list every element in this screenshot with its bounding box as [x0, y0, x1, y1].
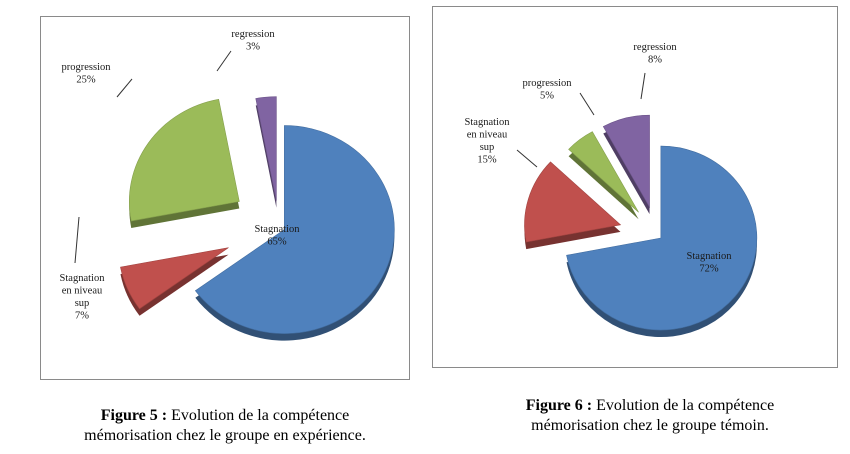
pie-chart-figure-5: Stagnation 65% Stagnation en niveau sup 7% pro…	[60, 29, 395, 341]
chart-panel-figure-6: Stagnation 72% Stagnation en niveau sup 15% pr…	[432, 6, 838, 368]
slice-regression	[255, 96, 277, 201]
data-label-stagnation: Stagnation 65%	[255, 224, 301, 248]
figure-6-caption-text-2: mémorisation chez le groupe témoin.	[531, 417, 769, 434]
data-label-line: progression	[62, 62, 112, 73]
leader-line-stagnation-en-niveau-sup	[74, 216, 80, 264]
data-label-line: 7%	[75, 311, 89, 322]
data-label-line: 25%	[76, 75, 96, 86]
data-label-line: regression	[633, 42, 677, 53]
data-label-progression: progression 25%	[62, 62, 112, 86]
pie-top-layer	[524, 114, 758, 331]
data-label-stagnation: Stagnation 72%	[687, 251, 733, 275]
figure-5-caption-text: Evolution de la compétence	[171, 407, 350, 424]
data-label-line: Stagnation	[465, 117, 511, 128]
leader-line-progression	[116, 78, 133, 98]
figure-6-caption-text: Evolution de la compétence	[596, 397, 775, 414]
data-label-line: sup	[480, 142, 495, 153]
leader-line-regression	[640, 72, 646, 100]
leader-line-regression	[216, 50, 232, 72]
data-labels: Stagnation 72% Stagnation en niveau sup 15% pr…	[465, 42, 733, 275]
data-label-line: Stagnation	[255, 224, 301, 235]
slice-regression	[602, 114, 650, 209]
data-label-line: en niveau	[62, 286, 103, 297]
data-label-line: 65%	[267, 237, 287, 248]
slice-stagnation	[194, 125, 395, 334]
data-label-line: 3%	[246, 42, 260, 53]
data-label-regression: regression 8%	[633, 42, 677, 66]
data-label-progression: progression 5%	[523, 78, 573, 102]
slice-stagnation-en-niveau-sup	[120, 247, 229, 310]
data-label-line: sup	[75, 298, 90, 309]
pie-top-layer	[120, 96, 395, 334]
data-label-regression: regression 3%	[231, 29, 275, 53]
figure-6-caption: Figure 6 : Evolution de la compétence mé…	[460, 396, 840, 436]
figure-5-caption: Figure 5 : Evolution de la compétence mé…	[40, 406, 410, 446]
leader-lines	[516, 72, 646, 168]
slice-progression	[568, 131, 639, 213]
slice-stagnation	[566, 145, 758, 331]
data-label-line: Stagnation	[687, 251, 733, 262]
figure-5-caption-text-2: mémorisation chez le groupe en expérienc…	[84, 427, 366, 444]
data-label-stagnation-en-niveau-sup: Stagnation en niveau sup 7%	[60, 273, 106, 322]
figure-5-caption-label: Figure 5 :	[100, 407, 168, 424]
data-label-line: 5%	[540, 91, 554, 102]
figure-6-caption-label: Figure 6 :	[525, 397, 593, 414]
data-label-line: 72%	[699, 264, 719, 275]
data-label-line: regression	[231, 29, 275, 40]
data-label-line: 8%	[648, 55, 662, 66]
data-label-line: progression	[523, 78, 573, 89]
data-label-line: en niveau	[467, 130, 508, 141]
data-label-line: Stagnation	[60, 273, 106, 284]
data-labels: Stagnation 65% Stagnation en niveau sup 7% pro…	[60, 29, 301, 322]
data-label-line: 15%	[477, 155, 497, 166]
leader-line-stagnation-en-niveau-sup	[516, 149, 538, 168]
slice-progression	[129, 98, 240, 222]
leader-line-progression	[579, 92, 595, 116]
leader-lines	[74, 50, 232, 264]
data-label-stagnation-en-niveau-sup: Stagnation en niveau sup 15%	[465, 117, 511, 166]
slice-stagnation-en-niveau-sup	[524, 161, 622, 243]
pie-chart-figure-6: Stagnation 72% Stagnation en niveau sup 15% pr…	[465, 42, 758, 338]
chart-panel-figure-5: Stagnation 65% Stagnation en niveau sup 7% pro…	[40, 16, 410, 380]
